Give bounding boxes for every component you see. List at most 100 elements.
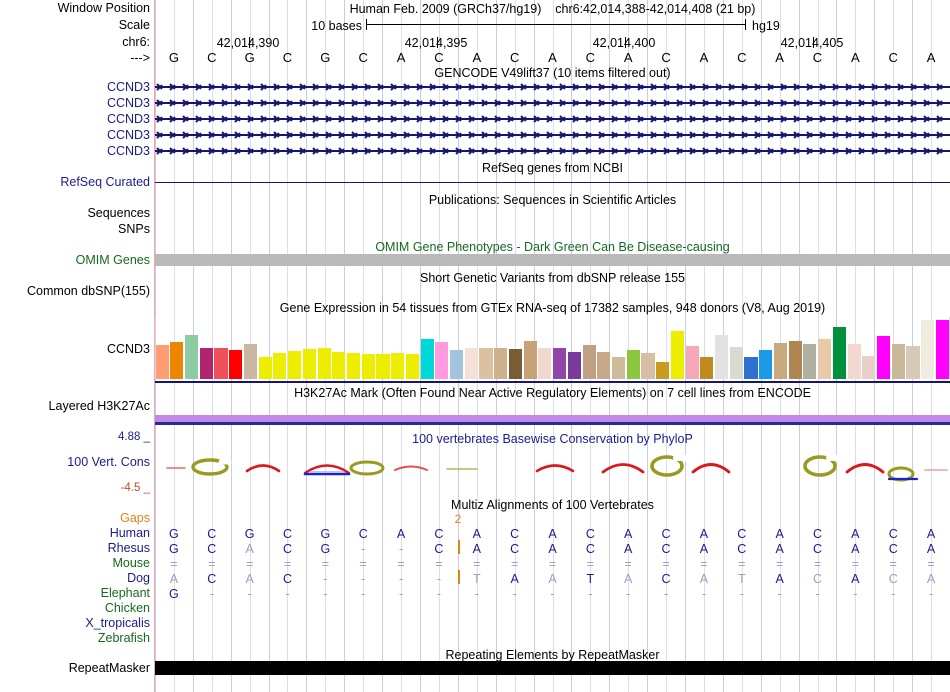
gtex-tissue-bar[interactable] [479,348,493,379]
gtex-tissue-bar[interactable] [420,339,434,379]
omim-track-title[interactable]: OMIM Gene Phenotypes - Dark Green Can Be… [375,240,730,254]
gtex-tissue-bar[interactable] [508,349,523,379]
gtex-tissue-bar[interactable] [700,357,714,379]
gtex-tissue-bar[interactable] [876,336,891,379]
species-label[interactable]: Elephant [100,586,150,600]
gtex-tissue-bar[interactable] [523,341,537,379]
species-label[interactable]: Mouse [112,556,150,570]
gene-row-label[interactable]: CCND3 [106,80,150,94]
gtex-tissue-bar[interactable] [185,335,199,379]
gtex-tissue-bar[interactable] [317,348,331,379]
gtex-tissue-bar[interactable] [611,357,626,379]
repeatmasker-track-title[interactable]: Repeating Elements by RepeatMasker [445,648,660,662]
gene-arrow-track[interactable] [155,80,950,93]
gtex-tissue-bar[interactable] [832,327,846,379]
gtex-tissue-bar[interactable] [921,320,935,379]
gtex-tissue-bar[interactable] [302,349,316,379]
gene-row-label[interactable]: CCND3 [106,144,150,158]
species-label[interactable]: Human [109,526,150,540]
gtex-tissue-bar[interactable] [582,345,596,379]
gtex-tissue-bar[interactable] [759,350,773,379]
gtex-tissue-bar[interactable] [258,357,272,379]
gtex-tissue-bar[interactable] [376,354,390,379]
gtex-tissue-bar[interactable] [155,345,169,379]
gtex-expression-barchart[interactable] [155,317,950,379]
gtex-tissue-bar[interactable] [626,350,640,379]
species-label[interactable]: Zebrafish [97,631,150,645]
position-range[interactable]: chr6:42,014,388-42,014,408 (21 bp) [555,2,756,16]
gtex-tissue-bar[interactable] [170,342,184,379]
gtex-tissue-bar[interactable] [553,348,567,379]
phylop-track-title[interactable]: 100 vertebrates Basewise Conservation by… [412,432,693,446]
gtex-tissue-bar[interactable] [464,348,478,379]
gtex-tissue-bar[interactable] [391,353,405,379]
gene-row-label[interactable]: CCND3 [106,96,150,110]
multiz-track-title[interactable]: Multiz Alignments of 100 Vertebrates [451,498,654,512]
gtex-tissue-bar[interactable] [818,339,832,379]
gtex-tissue-bar[interactable] [405,354,419,379]
gtex-tissue-bar[interactable] [597,352,611,379]
gtex-tissue-bar[interactable] [288,351,302,379]
repeatmasker-band[interactable] [155,661,950,675]
gtex-tissue-bar[interactable] [862,356,876,379]
species-label[interactable]: Dog [127,571,150,585]
gtex-tissue-bar[interactable] [729,347,743,379]
refseq-track-title[interactable]: RefSeq genes from NCBI [481,161,624,175]
omim-genes-label[interactable]: OMIM Genes [75,253,150,267]
gap-bar [458,540,460,554]
dbsnp-track-title[interactable]: Short Genetic Variants from dbSNP releas… [420,271,685,285]
gtex-tissue-bar[interactable] [803,344,817,379]
gtex-tissue-bar[interactable] [847,344,861,379]
gtex-tissue-bar[interactable] [273,353,287,379]
gtex-tissue-bar[interactable] [891,344,905,379]
gtex-tissue-bar[interactable] [935,320,949,379]
h3k27ac-signal-band[interactable] [155,415,950,424]
strand-arrow-icon [209,81,216,92]
species-label[interactable]: Chicken [104,601,150,615]
gtex-tissue-bar[interactable] [435,342,449,379]
phylop-conservation-wiggle[interactable] [155,446,950,491]
gene-row-label[interactable]: CCND3 [106,128,150,142]
gtex-tissue-bar[interactable] [450,350,464,379]
gtex-tissue-bar[interactable] [199,348,213,379]
gtex-tissue-bar[interactable] [538,348,552,379]
gene-arrow-track[interactable] [155,112,950,125]
gtex-tissue-bar[interactable] [906,346,920,379]
gtex-track-title[interactable]: Gene Expression in 54 tissues from GTEx … [279,301,826,315]
sequences-label[interactable]: Sequences [87,206,150,220]
gaps-label[interactable]: Gaps [120,511,150,525]
gene-arrow-track[interactable] [155,144,950,157]
gtex-tissue-bar[interactable] [494,348,508,379]
refseq-curated-label[interactable]: RefSeq Curated [60,175,150,189]
omim-gene-band[interactable] [155,254,950,266]
gtex-tissue-bar[interactable] [685,346,699,379]
repeatmasker-label[interactable]: RepeatMasker [68,661,150,675]
publications-track-title[interactable]: Publications: Sequences in Scientific Ar… [428,193,677,207]
snps-label[interactable]: SNPs [118,222,150,236]
species-label[interactable]: X_tropicalis [85,616,150,630]
gtex-gene-label[interactable]: CCND3 [106,342,150,356]
gencode-track-title[interactable]: GENCODE V49lift37 (10 items filtered out… [434,66,671,80]
gtex-tissue-bar[interactable] [229,350,243,379]
gene-row-label[interactable]: CCND3 [106,112,150,126]
conservation-track-label[interactable]: 100 Vert. Cons [67,455,150,469]
gtex-tissue-bar[interactable] [715,335,729,379]
gtex-tissue-bar[interactable] [346,353,361,379]
gtex-tissue-bar[interactable] [788,341,802,379]
gtex-tissue-bar[interactable] [214,348,228,379]
gtex-tissue-bar[interactable] [670,331,684,379]
gtex-tissue-bar[interactable] [332,352,346,379]
gtex-tissue-bar[interactable] [744,357,758,379]
gtex-tissue-bar[interactable] [773,343,788,379]
h3k27ac-track-title[interactable]: H3K27Ac Mark (Often Found Near Active Re… [294,386,811,400]
gtex-tissue-bar[interactable] [243,344,258,379]
gtex-tissue-bar[interactable] [361,354,375,379]
gtex-tissue-bar[interactable] [656,362,670,379]
gene-arrow-track[interactable] [155,96,950,109]
species-label[interactable]: Rhesus [107,541,150,555]
gene-arrow-track[interactable] [155,128,950,141]
gtex-tissue-bar[interactable] [567,352,581,379]
common-dbsnp-label[interactable]: Common dbSNP(155) [27,284,150,298]
gtex-tissue-bar[interactable] [641,353,655,379]
layered-h3k27ac-label[interactable]: Layered H3K27Ac [48,399,150,413]
